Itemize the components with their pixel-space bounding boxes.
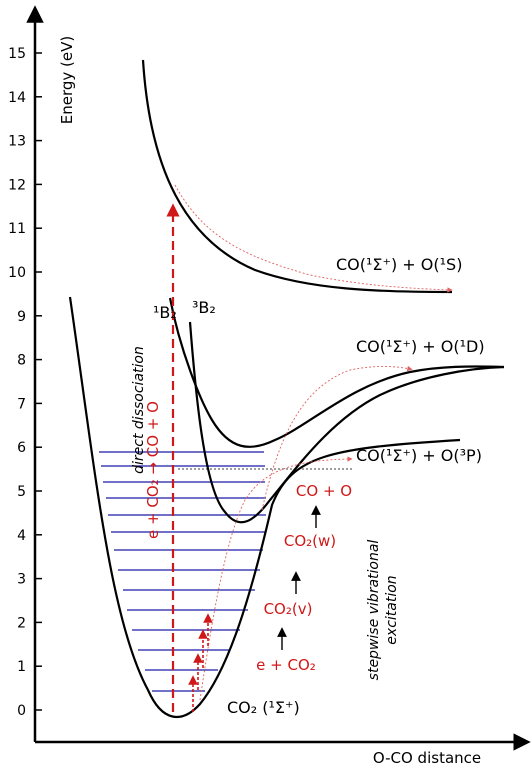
y-tick-label: 9 <box>17 309 26 325</box>
direct-dissociation-label: direct dissociation <box>131 346 147 474</box>
vibrational-levels <box>99 451 266 692</box>
y-tick-label: 5 <box>17 484 26 500</box>
y-tick-label: 15 <box>8 46 26 62</box>
three-b2-curve <box>188 321 505 524</box>
step-e-co2: e + CO₂ <box>256 656 316 674</box>
y-tick-label: 11 <box>8 221 26 237</box>
o1d-dissociation-path <box>261 365 413 511</box>
step-co-o: CO + O <box>296 482 352 500</box>
x-axis-title: O-CO distance <box>373 749 481 767</box>
upper-dissociation-path <box>174 184 453 293</box>
y-tick-label: 1 <box>17 659 26 675</box>
y-tick-label: 12 <box>8 177 26 193</box>
one-b2-label: ¹B₂ <box>153 303 177 322</box>
y-tick-label: 10 <box>8 265 26 281</box>
y-tick-label: 7 <box>17 396 26 412</box>
y-tick-label: 13 <box>8 134 26 150</box>
step-co2-w: CO₂(w) <box>284 532 336 550</box>
o3p-dissociation-path <box>199 456 353 701</box>
y-tick-label: 3 <box>17 572 26 588</box>
asymptote-o1s: CO(¹Σ⁺) + O(¹S) <box>336 255 462 274</box>
ground-state-curve <box>68 296 461 719</box>
y-tick-label: 6 <box>17 440 26 456</box>
y-tick-label: 14 <box>8 90 26 106</box>
stepwise-label-line2: excitation <box>384 575 400 644</box>
direct-reaction-label: e + CO₂ → CO + O <box>144 401 162 539</box>
y-axis-title: Energy (eV) <box>58 36 76 124</box>
step-arrows <box>277 505 321 650</box>
y-tick-label: 4 <box>17 528 26 544</box>
stepwise-label-line1: stepwise vibrational <box>366 540 382 681</box>
step-co2-v: CO₂(v) <box>264 600 313 618</box>
y-tick-label: 0 <box>17 703 26 719</box>
y-tick-label: 8 <box>17 353 26 369</box>
stepwise-arrows <box>188 613 213 712</box>
three-b2-label: ³B₂ <box>192 298 216 317</box>
asymptote-o3p: CO(¹Σ⁺) + O(³P) <box>356 446 482 465</box>
ground-state-label: CO₂ (¹Σ⁺) <box>227 698 300 717</box>
asymptote-o1d: CO(¹Σ⁺) + O(¹D) <box>356 337 485 356</box>
y-tick-label: 2 <box>17 615 26 631</box>
one-b2-curve <box>168 297 505 448</box>
upper-state-curve <box>141 59 453 294</box>
